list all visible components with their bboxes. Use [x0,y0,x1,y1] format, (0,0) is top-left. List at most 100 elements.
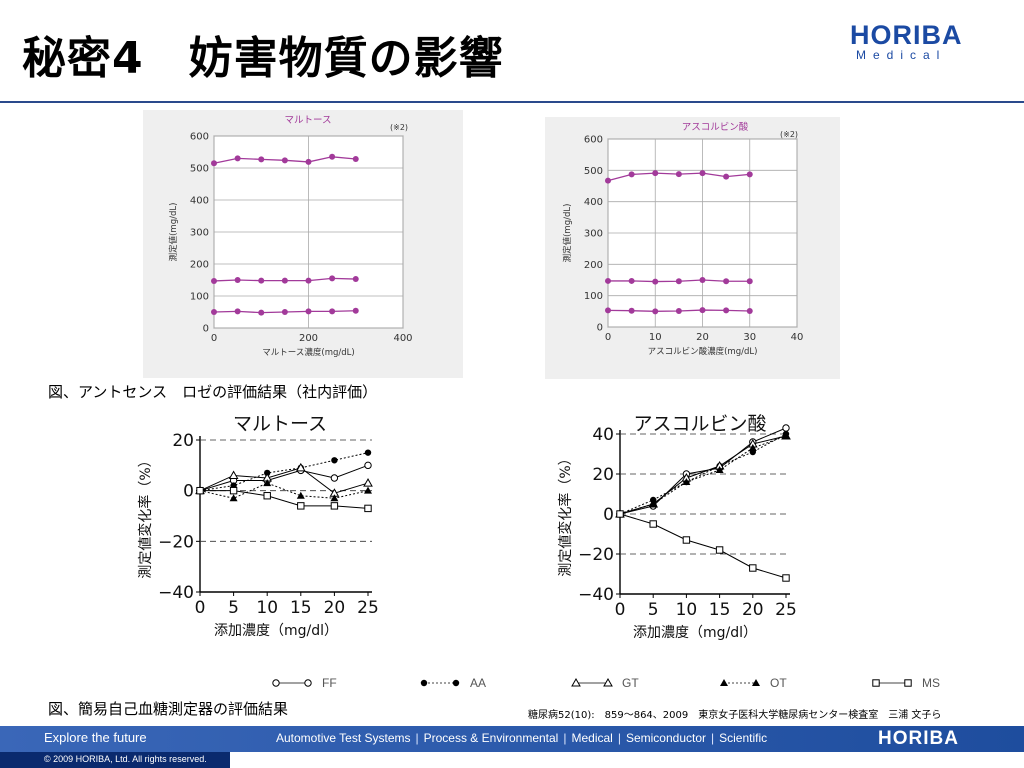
x-tick-label: 10 [256,598,278,618]
x-axis-label: 添加濃度（mg/dl） [633,625,757,641]
series-line-ff [199,464,369,492]
marker-ot [720,679,728,686]
data-point [329,275,336,282]
marker-ot [330,494,339,502]
x-tick-label: 10 [676,600,698,620]
marker-ms [229,486,238,495]
data-point [305,158,312,165]
marker-ot [752,679,760,686]
y-tick-label: 0 [603,505,614,525]
x-tick-label: 10 [649,332,662,343]
marker-ms [904,679,912,687]
ascorbic-meters-chart-panel: アスコルビン酸 −40 −20 0 20 40 0 5 10 15 20 25 添加濃度（mg/dl） 測… [552,408,802,644]
marker-ms [330,502,339,510]
footer-link[interactable]: Automotive Test Systems [276,731,411,745]
y-tick-label: 500 [190,164,209,175]
legend-label: AA [470,676,487,690]
marker-ms [616,510,624,518]
marker-ms [749,564,757,572]
x-tick-label: 0 [195,598,206,618]
y-tick-label: 100 [584,291,603,302]
marker-ms [364,504,372,513]
data-point [258,309,265,316]
chart-title: マルトース [233,413,327,435]
marker-ot [296,491,305,499]
ascorbic-meters-chart: アスコルビン酸 −40 −20 0 20 40 0 5 10 15 20 25 添加濃度（mg/dl） 測… [557,413,797,641]
x-axis-label: アスコルビン酸濃度(mg/dL) [648,346,758,357]
logo-wordmark: HORIBA [850,20,963,50]
footer-link-separator: | [711,731,715,745]
footer-link-separator: | [563,731,567,745]
data-point [746,278,753,285]
chart-title: マルトース [284,115,331,126]
logo-subtitle: Medical [856,48,947,62]
marker-ot [364,486,372,494]
legend-swatch [720,679,760,686]
figure1-caption: 図、アントセンス ロゼの評価結果（社内評価） [48,383,378,401]
data-point [234,155,241,162]
ascorbic-rose-chart-panel: 0 100 200 300 400 500 600 0 10 20 30 40 アスコルビン酸 (※2) ア… [545,117,840,379]
x-tick-label: 200 [299,333,318,344]
data-point [305,308,312,315]
marker-ot [748,444,757,451]
y-tick-label: 300 [584,229,603,240]
legend-label: GT [622,676,639,690]
footer-link[interactable]: Process & Environmental [423,731,559,745]
citation: 糖尿病52(10): 859～864、2009 東京女子医科大学糖尿病センター検… [528,710,942,721]
x-tick-label: 40 [791,332,804,343]
legend-swatch [872,679,912,687]
chart-note: (※2) [390,123,408,132]
y-tick-label: 500 [584,166,603,177]
x-tick-label: 0 [605,332,611,343]
data-point [723,278,730,285]
y-tick-label: −40 [578,585,614,605]
x-tick-label: 400 [393,333,412,344]
y-tick-label: −20 [158,532,194,552]
data-point [352,276,359,283]
marker-ms [196,486,204,495]
copyright-text: © 2009 HORIBA, Ltd. All rights reserved. [44,754,207,764]
footer-links: Automotive Test Systems | Process & Enviro… [276,731,767,745]
marker-aa [264,469,271,477]
data-point [652,170,659,177]
y-axis-label: 測定値(mg/dL) [168,203,179,262]
y-tick-label: 600 [190,132,209,143]
marker-gt [603,677,613,687]
maltose-meters-chart: マルトース −40 −20 0 20 0 5 10 15 20 25 添加濃度（mg/dl） 測定値変化… [137,413,378,639]
y-tick-label: 600 [584,135,603,146]
x-tick-label: 0 [615,600,626,620]
data-point [605,277,611,284]
footer-link[interactable]: Semiconductor [625,731,707,745]
footer-link[interactable]: Medical [571,731,613,745]
data-point [675,308,682,315]
footer-link[interactable]: Scientific [719,731,768,745]
footer-logo: HORIBA [878,728,959,749]
marker-ot [649,500,658,507]
x-tick-label: 20 [324,598,346,618]
data-point [746,308,753,315]
marker-gt [295,462,306,472]
data-point [234,308,241,315]
data-point [699,170,706,177]
data-point [258,156,265,163]
series-line-ot [619,435,787,515]
y-tick-label: 20 [172,431,194,451]
data-point [746,171,753,178]
data-point [699,277,706,283]
marker-ff [304,679,312,687]
data-point [652,308,659,315]
series-line-aa [619,433,787,515]
data-point [723,173,730,180]
y-tick-label: 40 [592,425,614,445]
y-axis-label: 測定値変化率（%） [137,453,154,578]
data-point [605,177,611,184]
y-tick-label: 0 [597,323,603,334]
x-axis-label: マルトース濃度(mg/dL) [262,347,354,358]
series-line-ms [619,513,787,579]
footer-link-separator: | [617,731,621,745]
legend-swatch [272,679,312,687]
y-tick-label: −40 [158,583,194,603]
marker-gt [363,478,373,487]
data-point [281,157,288,164]
marker-ms [782,574,790,582]
